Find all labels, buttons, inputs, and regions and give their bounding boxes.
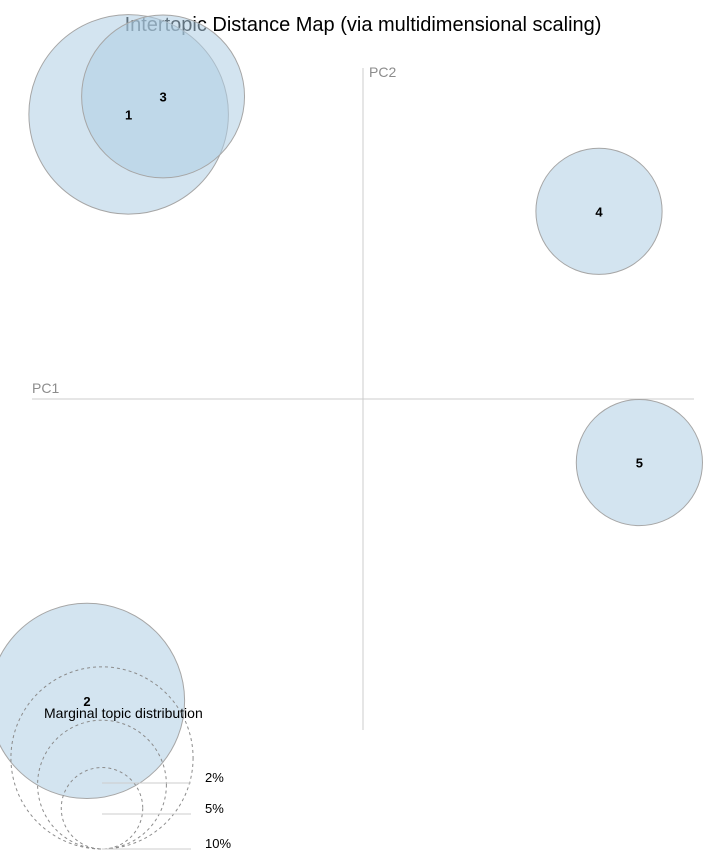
topic-label-3: 3 [159, 89, 166, 104]
topic-label-4: 4 [595, 204, 603, 219]
topic-label-5: 5 [636, 456, 643, 471]
legend-label-2: 2% [205, 770, 224, 785]
topic-bubbles [0, 14, 703, 800]
legend-label-10: 10% [205, 836, 231, 851]
topic-label-1: 1 [125, 107, 132, 122]
legend-circle-5 [37, 719, 167, 850]
topic-bubble-3[interactable] [81, 14, 246, 179]
legend-title: Marginal topic distribution [44, 705, 203, 721]
legend-circle-10 [10, 666, 194, 850]
pc2-axis-label: PC2 [369, 64, 396, 80]
legend-circle-2 [60, 767, 144, 850]
topic-bubble-5[interactable] [575, 398, 703, 527]
chart-title: Intertopic Distance Map (via multidimens… [125, 14, 602, 36]
pc1-axis-label: PC1 [32, 380, 59, 396]
topic-bubble-2[interactable] [0, 602, 186, 800]
marginal-distribution-legend: Marginal topic distribution 2% 5% 10% [10, 666, 231, 851]
legend-label-5: 5% [205, 801, 224, 816]
topic-labels: 1 2 3 4 5 [83, 89, 643, 708]
topic-bubble-4[interactable] [535, 147, 663, 275]
topic-label-2: 2 [83, 694, 90, 709]
